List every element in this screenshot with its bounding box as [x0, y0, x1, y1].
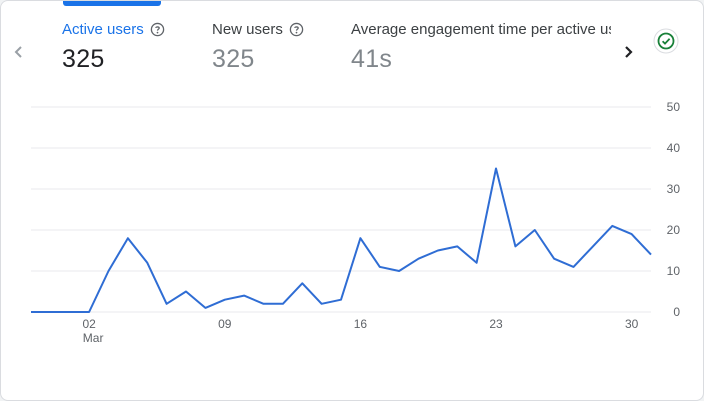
x-tick-label: 09 [218, 317, 232, 331]
metric-active-users[interactable]: Active users 325 [62, 21, 165, 74]
metric-value: 41s [351, 45, 393, 73]
chevron-left-icon[interactable] [7, 40, 31, 64]
metric-label: Active users [62, 21, 144, 38]
y-tick-label: 50 [667, 100, 681, 114]
metric-new-users[interactable]: New users 325 [212, 21, 304, 74]
x-tick-label: 16 [354, 317, 368, 331]
chevron-right-icon[interactable] [616, 40, 640, 64]
active-users-line-chart: 0 10 20 30 40 50 02 09 16 23 30 Mar [31, 100, 681, 345]
y-tick-label: 0 [673, 305, 680, 319]
y-tick-label: 10 [667, 264, 681, 278]
x-tick-sublabel: Mar [83, 331, 104, 345]
x-tick-label: 30 [625, 317, 639, 331]
series-line-active-users [31, 167, 652, 313]
metric-label: New users [212, 21, 283, 38]
y-tick-label: 30 [667, 182, 681, 196]
metric-average-engagement-time[interactable]: Average engagement time per active us 41… [351, 21, 611, 74]
help-circle-icon[interactable] [150, 22, 165, 37]
x-tick-label: 23 [489, 317, 503, 331]
metric-value: 325 [62, 45, 105, 73]
metric-value: 325 [212, 45, 255, 73]
metric-label: Average engagement time per active us [351, 21, 611, 38]
x-tick-label: 02 [82, 317, 96, 331]
y-tick-label: 40 [667, 141, 681, 155]
active-tab-indicator [63, 1, 161, 6]
y-tick-label: 20 [667, 223, 681, 237]
check-circle-icon[interactable] [653, 28, 679, 54]
help-circle-icon[interactable] [289, 22, 304, 37]
